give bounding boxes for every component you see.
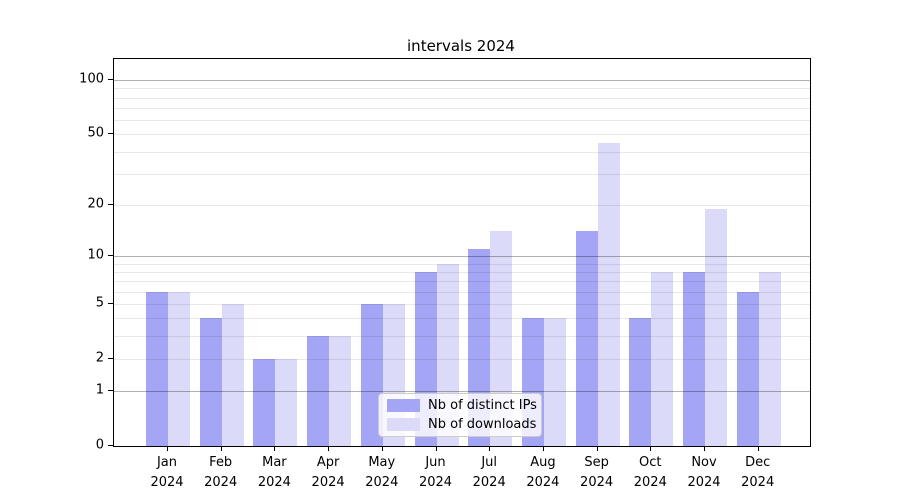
bar-nb-of-distinct-ips-oct <box>629 318 652 446</box>
bar-nb-of-distinct-ips-apr <box>307 336 330 446</box>
bar-nb-of-distinct-ips-feb <box>199 318 222 446</box>
x-tick-mark-may <box>381 446 383 451</box>
x-tick-label-aug: Aug 2024 <box>526 455 560 490</box>
gridline-70 <box>114 108 810 110</box>
legend-entry-distinct-ips: Nb of distinct IPs <box>387 398 537 413</box>
gridline-60 <box>114 120 810 122</box>
bar-nb-of-distinct-ips-jan <box>146 291 168 446</box>
bar-nb-of-downloads-nov <box>705 208 727 446</box>
bar-nb-of-downloads-apr <box>329 336 352 446</box>
y-tick-mark-0 <box>108 445 113 446</box>
bar-nb-of-downloads-mar <box>275 358 298 446</box>
gridline-9 <box>114 263 810 265</box>
bar-nb-of-downloads-sep <box>597 142 620 446</box>
bar-nb-of-downloads-jul <box>490 231 513 446</box>
y-tick-label-20: 20 <box>87 196 104 212</box>
y-tick-label-50: 50 <box>87 125 104 141</box>
gridline-30 <box>114 173 810 175</box>
gridline-1 <box>114 391 810 393</box>
x-tick-label-sep: Sep 2024 <box>580 455 614 490</box>
gridline-5 <box>114 303 810 305</box>
legend-swatch-downloads <box>387 418 420 431</box>
bar-nb-of-distinct-ips-may <box>360 303 383 446</box>
gridline-4 <box>114 318 810 320</box>
x-tick-label-jul: Jul 2024 <box>472 455 506 490</box>
y-tick-mark-50 <box>108 133 113 135</box>
x-tick-label-feb: Feb 2024 <box>204 455 238 490</box>
x-tick-mark-aug <box>542 446 544 451</box>
x-tick-mark-mar <box>274 446 276 451</box>
legend-entry-downloads: Nb of downloads <box>387 417 537 432</box>
y-tick-mark-1 <box>108 390 113 392</box>
legend: Nb of distinct IPs Nb of downloads <box>378 393 542 437</box>
x-tick-mark-jun <box>435 446 437 451</box>
y-tick-mark-20 <box>108 203 113 205</box>
gridline-10 <box>114 255 810 257</box>
y-tick-mark-10 <box>108 254 113 256</box>
gridline-8 <box>114 271 810 273</box>
x-tick-mark-apr <box>328 446 330 451</box>
plot-area: Nb of distinct IPs Nb of downloads <box>113 58 811 447</box>
y-tick-mark-5 <box>108 302 113 304</box>
gridline-7 <box>114 281 810 283</box>
gridline-90 <box>114 88 810 90</box>
y-tick-label-1: 1 <box>95 382 104 398</box>
gridline-40 <box>114 151 810 153</box>
y-tick-label-100: 100 <box>79 71 104 87</box>
y-tick-label-0: 0 <box>95 437 104 453</box>
x-tick-label-may: May 2024 <box>365 455 399 490</box>
x-tick-mark-jul <box>489 446 491 451</box>
x-tick-label-jun: Jun 2024 <box>418 455 453 490</box>
x-tick-mark-jan <box>167 446 168 451</box>
legend-label-downloads: Nb of downloads <box>428 417 537 432</box>
legend-swatch-distinct-ips <box>387 399 420 412</box>
bar-nb-of-downloads-jan <box>168 291 190 446</box>
x-tick-mark-dec <box>757 446 759 451</box>
bar-nb-of-downloads-feb <box>221 303 244 446</box>
chart-title: intervals 2024 <box>407 37 515 55</box>
gridline-50 <box>114 134 810 136</box>
gridline-100 <box>114 80 810 82</box>
x-tick-mark-nov <box>704 446 705 451</box>
x-tick-label-jan: Jan 2024 <box>150 455 184 490</box>
y-tick-label-2: 2 <box>95 350 104 366</box>
bar-nb-of-downloads-oct <box>651 271 674 446</box>
x-tick-label-mar: Mar 2024 <box>257 455 291 490</box>
bar-nb-of-distinct-ips-nov <box>683 271 705 446</box>
bar-nb-of-downloads-aug <box>543 318 566 446</box>
gridline-2 <box>114 358 810 360</box>
gridline-6 <box>114 291 810 293</box>
legend-label-distinct-ips: Nb of distinct IPs <box>428 398 537 413</box>
x-tick-mark-feb <box>220 446 222 451</box>
x-tick-label-oct: Oct 2024 <box>633 455 667 490</box>
gridline-80 <box>114 97 810 99</box>
y-tick-label-10: 10 <box>87 247 104 263</box>
y-tick-mark-2 <box>108 357 113 359</box>
bar-nb-of-distinct-ips-mar <box>253 358 276 446</box>
x-tick-label-nov: Nov 2024 <box>687 455 721 490</box>
bar-nb-of-downloads-dec <box>758 271 781 446</box>
gridline-20 <box>114 204 810 206</box>
x-tick-label-dec: Dec 2024 <box>741 455 775 490</box>
x-tick-label-apr: Apr 2024 <box>311 455 345 490</box>
bar-nb-of-distinct-ips-sep <box>575 231 598 446</box>
gridline-3 <box>114 336 810 338</box>
bar-nb-of-distinct-ips-dec <box>736 291 759 446</box>
y-tick-mark-100 <box>108 79 113 81</box>
x-tick-mark-oct <box>650 446 652 451</box>
x-tick-mark-sep <box>596 446 598 451</box>
y-tick-label-5: 5 <box>95 295 104 311</box>
